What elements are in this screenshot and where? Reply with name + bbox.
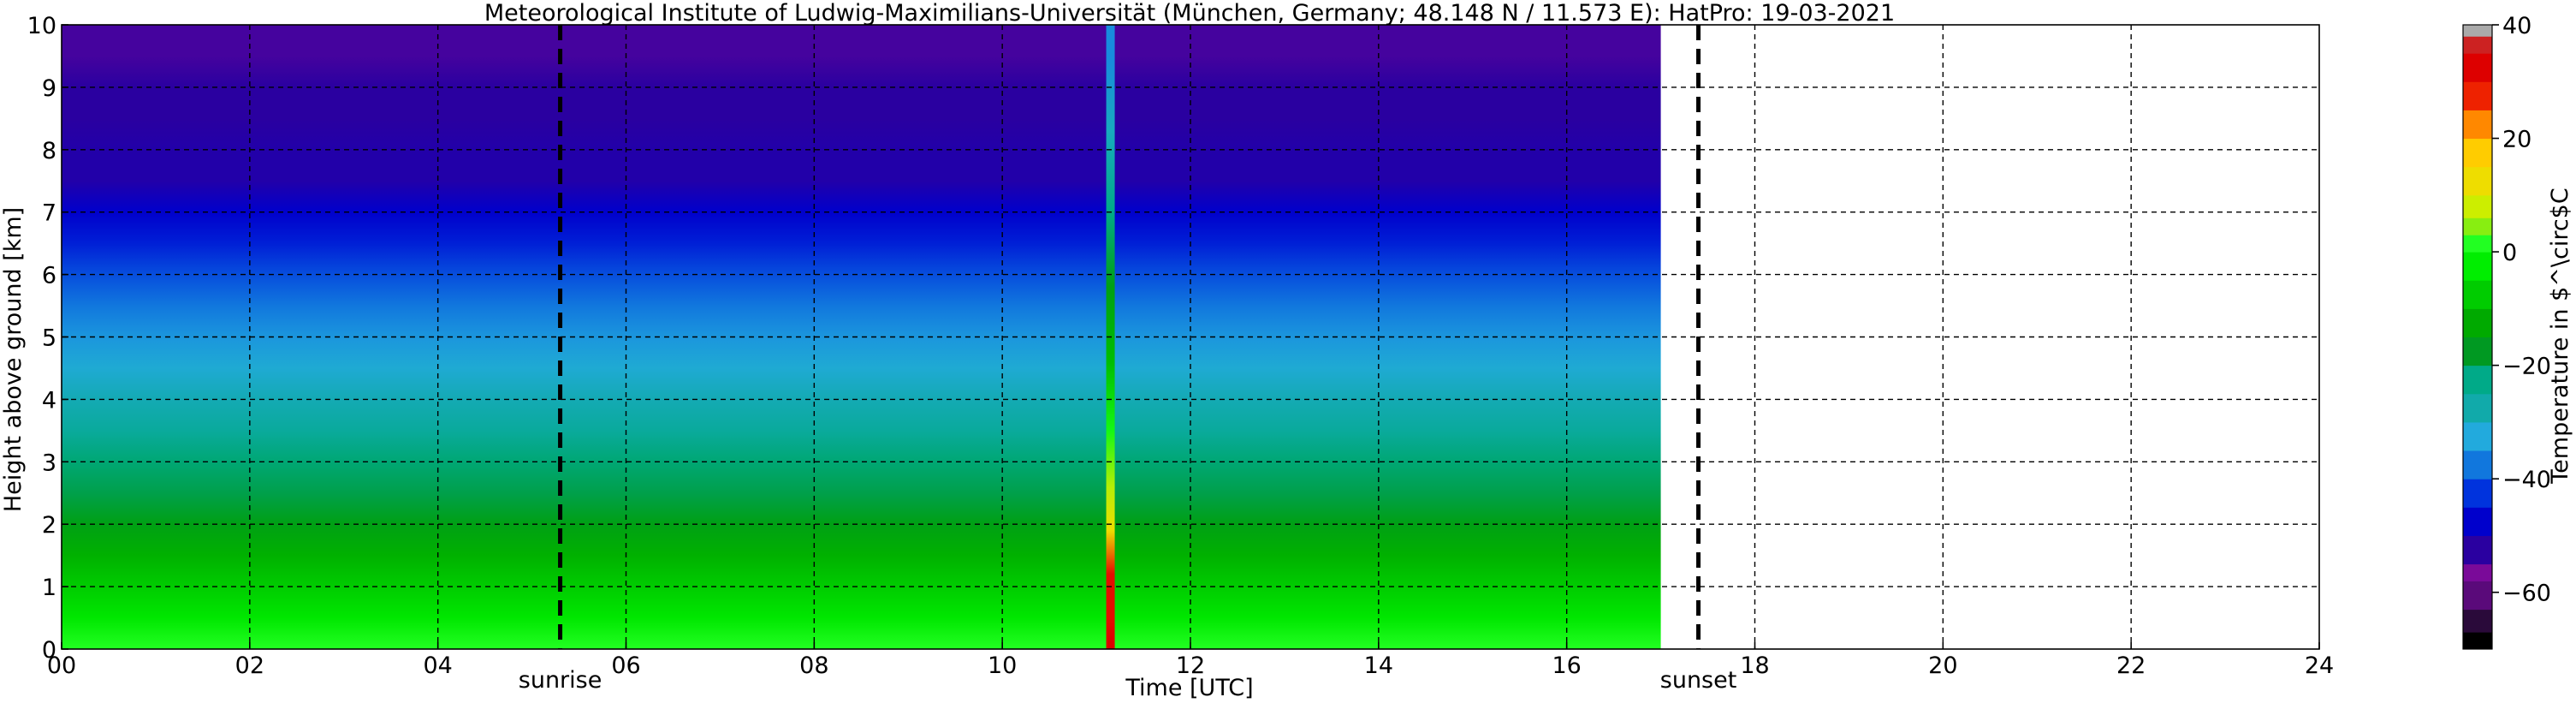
x-tick-label: 00 [47,652,76,679]
x-tick-label: 04 [423,652,452,679]
chart-title: Meteorological Institute of Ludwig-Maxim… [484,0,1895,27]
colorbar-segment [2463,194,2492,218]
colorbar-segment [2463,308,2492,337]
colorbar-segment [2463,217,2492,235]
colorbar-frame [2462,24,2493,650]
x-tick-label: 24 [2305,652,2334,679]
x-axis-label: Time [UTC] [1125,675,1253,701]
y-axis-label: Height above ground [km] [0,207,27,512]
colorbar-tick-label: −40 [2502,467,2551,493]
y-tick-label: 6 [42,263,56,289]
colorbar-tick-label: 20 [2502,127,2531,153]
colorbar-segment [2463,36,2492,54]
y-tick-label: 3 [42,450,56,476]
colorbar-segment [2463,138,2492,168]
colorbar-segment [2463,25,2492,37]
colorbar-label: Temperature in $^\circ$C [2547,188,2573,484]
colorbar-segment [2463,632,2492,650]
colorbar-segment [2463,581,2492,611]
colorbar-segment [2463,507,2492,536]
sunrise-label: sunrise [519,667,602,694]
x-tick-label: 10 [988,652,1017,679]
colorbar-tick-label: 0 [2502,240,2517,266]
y-tick-label: 5 [42,325,56,352]
x-tick-label: 16 [1552,652,1581,679]
x-tick-label: 22 [2116,652,2146,679]
y-tick-label: 4 [42,387,56,414]
colorbar-segment [2463,609,2492,633]
x-tick-label: 08 [799,652,828,679]
colorbar-segment [2463,337,2492,366]
colorbar-segment [2463,563,2492,581]
y-tick-label: 0 [42,637,56,664]
colorbar-segment [2463,235,2492,253]
y-tick-label: 8 [42,138,56,164]
colorbar-segment [2463,393,2492,423]
colorbar-segment [2463,450,2492,480]
x-tick-label: 18 [1740,652,1769,679]
colorbar-segment [2463,110,2492,140]
colorbar-segment [2463,479,2492,508]
y-tick-label: 9 [42,75,56,102]
colorbar-segment [2463,535,2492,565]
colorbar-segment [2463,81,2492,110]
x-tick-label: 02 [235,652,264,679]
colorbar-segment [2463,53,2492,82]
colorbar-segment [2463,280,2492,309]
colorbar-segment [2463,365,2492,395]
y-tick-label: 2 [42,512,56,539]
colorbar-tick-label: 40 [2502,13,2531,39]
y-tick-label: 10 [27,13,56,39]
colorbar-segment [2463,421,2492,451]
colorbar-tick-label: −20 [2502,354,2551,380]
y-tick-label: 7 [42,200,56,227]
sunset-label: sunset [1660,667,1737,694]
x-tick-label: 20 [1928,652,1957,679]
x-tick-label: 12 [1176,652,1205,679]
colorbar-tick-label: −60 [2502,581,2551,607]
y-tick-label: 1 [42,575,56,601]
x-tick-label: 14 [1364,652,1393,679]
colorbar-segment [2463,166,2492,196]
x-tick-label: 06 [611,652,640,679]
colorbar-segment [2463,252,2492,281]
